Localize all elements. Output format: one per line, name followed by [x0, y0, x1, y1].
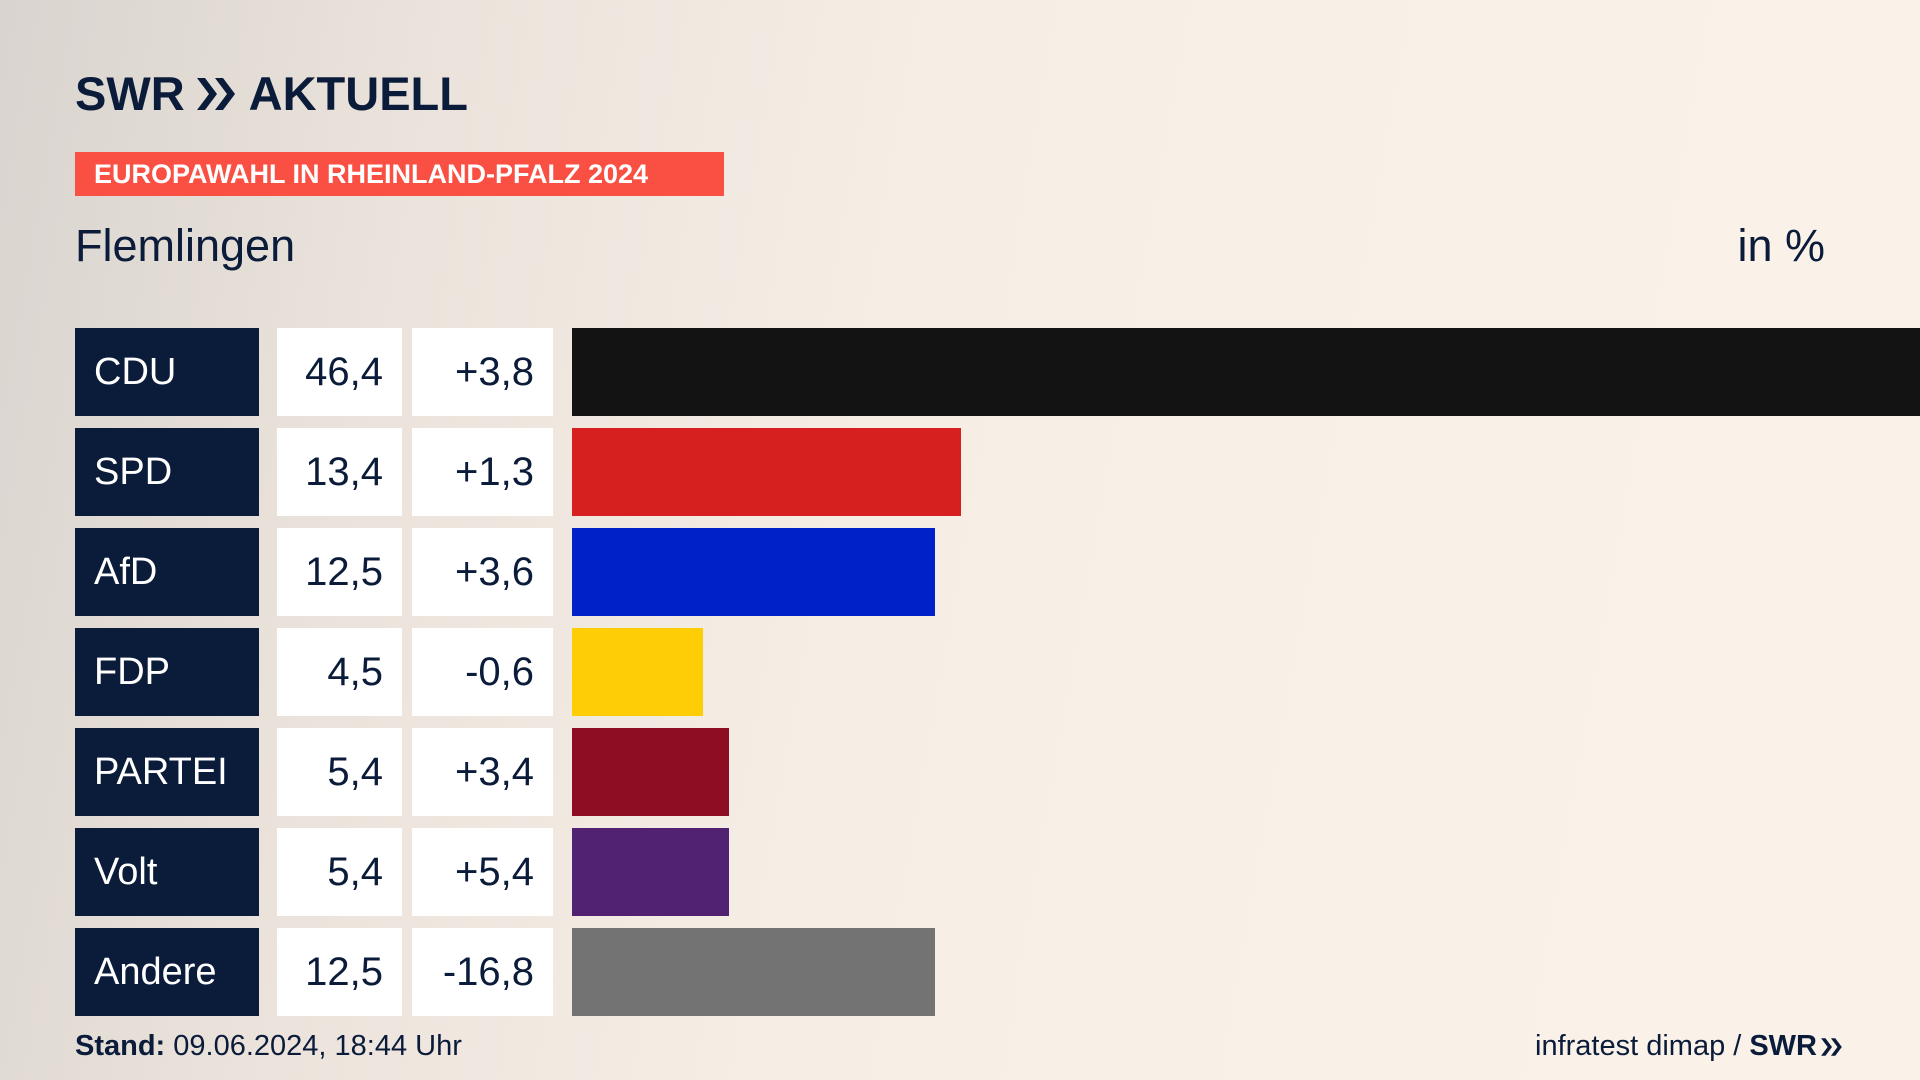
result-bar — [572, 728, 729, 816]
vote-change: -0,6 — [412, 628, 553, 716]
result-bar — [572, 828, 729, 916]
swr-small-logo: SWR — [1749, 1030, 1844, 1063]
stand-value: 09.06.2024, 18:44 Uhr — [165, 1030, 462, 1062]
swr-aktuell-logo: SWR AKTUELL — [75, 66, 468, 121]
source-credit: infratest dimap / SWR — [1535, 1030, 1844, 1063]
vote-change: +5,4 — [412, 828, 553, 916]
vote-share: 12,5 — [277, 528, 402, 616]
vote-change: +3,4 — [412, 728, 553, 816]
vote-share: 12,5 — [277, 928, 402, 1016]
timestamp: Stand: 09.06.2024, 18:44 Uhr — [75, 1030, 462, 1063]
result-bar — [572, 328, 1920, 416]
result-bar — [572, 428, 961, 516]
result-bar — [572, 528, 935, 616]
unit-label: in % — [1737, 220, 1825, 271]
vote-share: 5,4 — [277, 728, 402, 816]
double-chevron-icon — [196, 77, 235, 110]
party-label: CDU — [75, 328, 259, 416]
vote-share: 46,4 — [277, 328, 402, 416]
brand-suffix: AKTUELL — [248, 67, 468, 120]
brand-name: SWR — [75, 67, 185, 120]
source-brand: SWR — [1749, 1030, 1817, 1062]
party-label: PARTEI — [75, 728, 259, 816]
party-label: SPD — [75, 428, 259, 516]
vote-share: 4,5 — [277, 628, 402, 716]
double-chevron-icon — [1821, 1037, 1842, 1056]
party-label: Volt — [75, 828, 259, 916]
party-label: AfD — [75, 528, 259, 616]
stand-label: Stand: — [75, 1030, 166, 1062]
result-bar — [572, 628, 703, 716]
vote-change: +1,3 — [412, 428, 553, 516]
result-bar — [572, 928, 935, 1016]
election-banner: EUROPAWAHL IN RHEINLAND-PFALZ 2024 — [75, 152, 724, 196]
vote-change: +3,8 — [412, 328, 553, 416]
party-label: FDP — [75, 628, 259, 716]
region-title: Flemlingen — [75, 220, 296, 271]
source-name: infratest dimap / — [1535, 1030, 1742, 1062]
vote-change: -16,8 — [412, 928, 553, 1016]
party-label: Andere — [75, 928, 259, 1016]
vote-share: 5,4 — [277, 828, 402, 916]
vote-change: +3,6 — [412, 528, 553, 616]
vote-share: 13,4 — [277, 428, 402, 516]
